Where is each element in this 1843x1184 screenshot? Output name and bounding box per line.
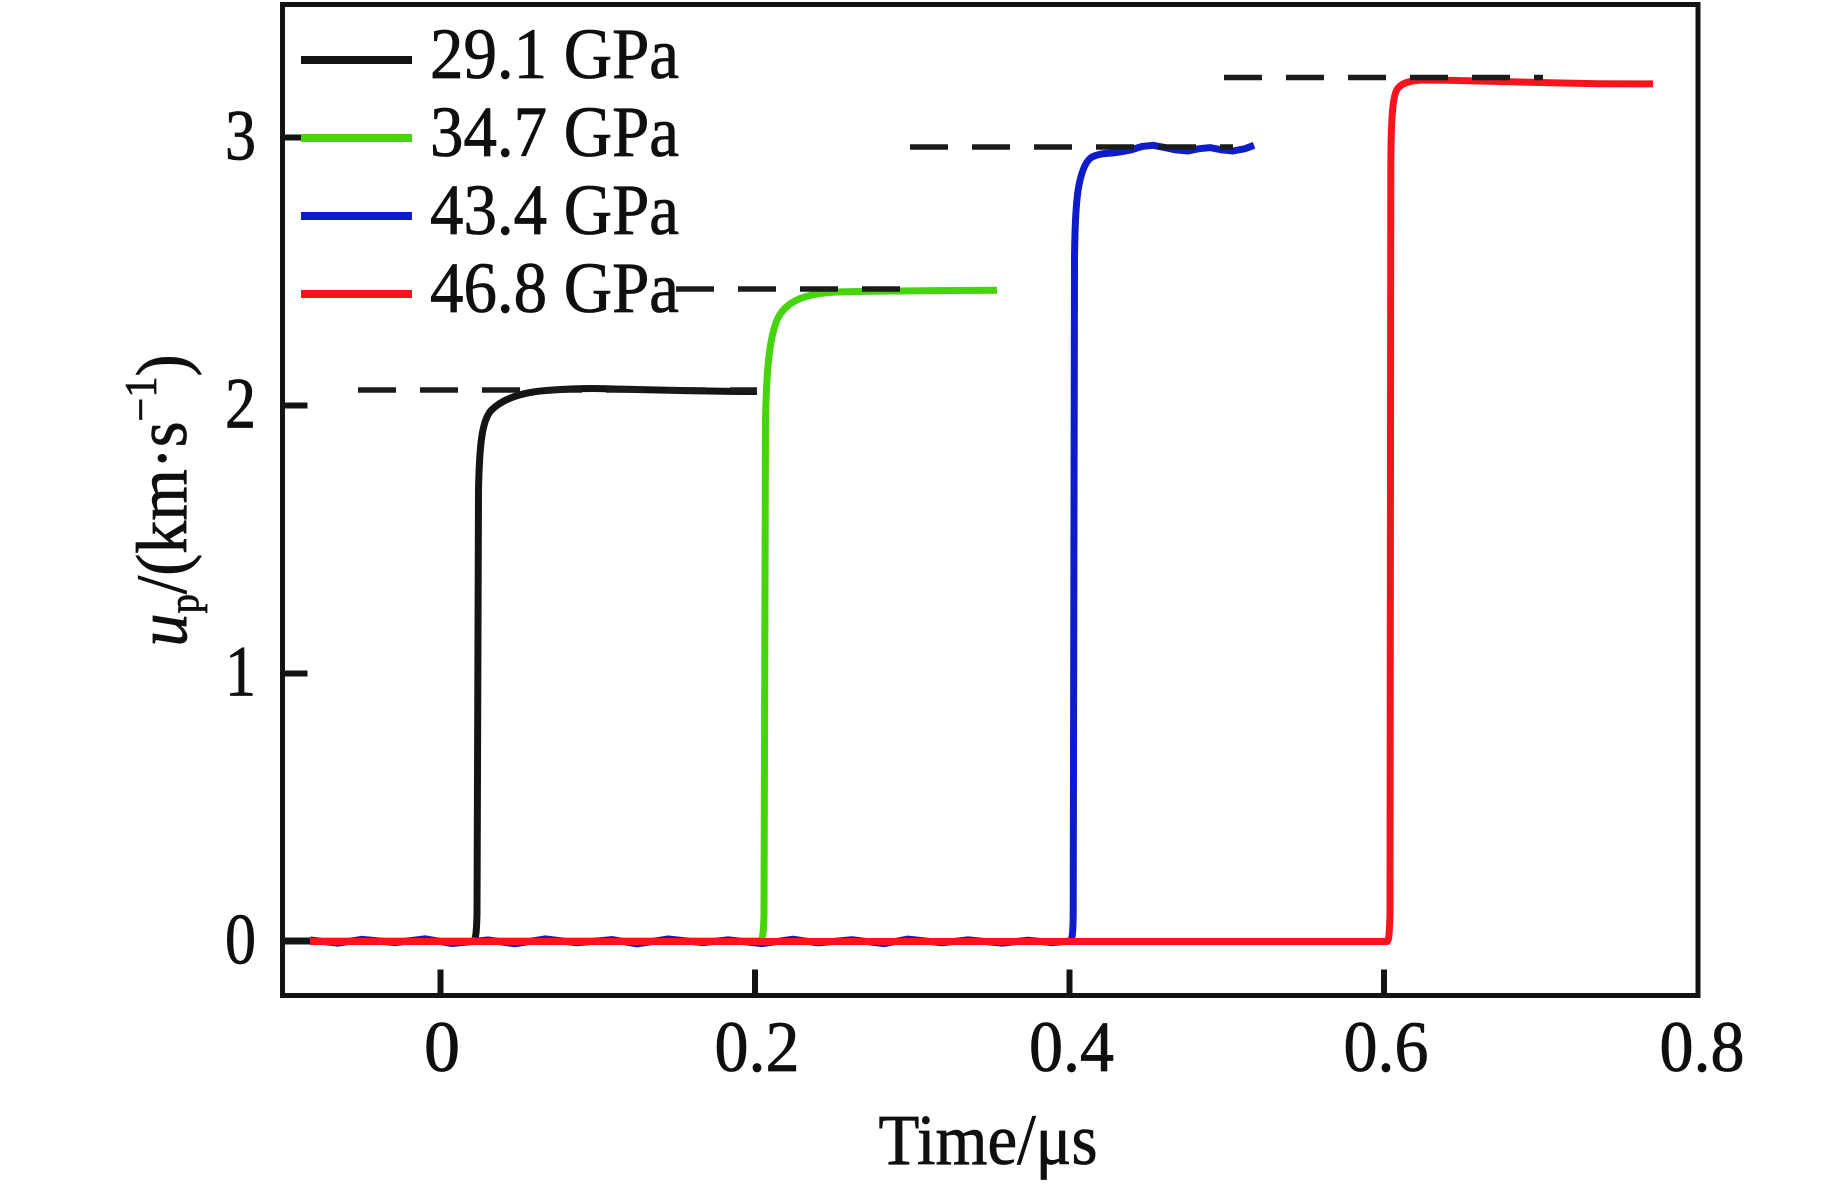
svg-text:1: 1 — [225, 632, 256, 712]
svg-text:Time/μs: Time/μs — [879, 1100, 1098, 1180]
svg-text:34.7 GPa: 34.7 GPa — [430, 92, 679, 172]
svg-text:up/(km·s−1): up/(km·s−1) — [115, 355, 208, 647]
svg-text:0.8: 0.8 — [1660, 1007, 1745, 1087]
svg-text:46.8 GPa: 46.8 GPa — [430, 248, 679, 328]
svg-text:0: 0 — [225, 900, 256, 980]
svg-text:43.4 GPa: 43.4 GPa — [430, 170, 679, 250]
svg-text:0.6: 0.6 — [1344, 1007, 1429, 1087]
svg-text:3: 3 — [225, 96, 256, 176]
svg-text:0: 0 — [424, 1007, 460, 1087]
svg-text:2: 2 — [225, 364, 256, 444]
svg-text:0.2: 0.2 — [715, 1007, 800, 1087]
svg-text:29.1 GPa: 29.1 GPa — [430, 14, 679, 94]
svg-text:0.4: 0.4 — [1029, 1007, 1114, 1087]
